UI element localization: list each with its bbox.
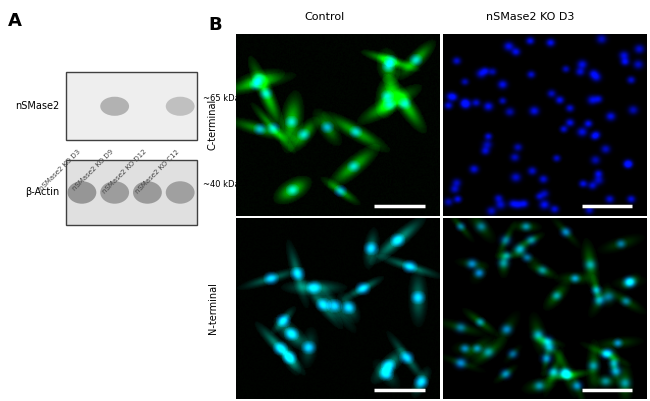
Text: ~40 kDa: ~40 kDa [203, 180, 239, 189]
Text: ~65 kDa: ~65 kDa [203, 94, 239, 103]
Ellipse shape [166, 181, 194, 204]
Bar [66, 72, 196, 140]
Text: nSMase2 KO D12: nSMase2 KO D12 [101, 148, 148, 194]
Text: nSMase2 KO D3: nSMase2 KO D3 [39, 148, 82, 192]
Ellipse shape [100, 181, 129, 204]
Ellipse shape [166, 97, 194, 116]
Text: B: B [208, 16, 222, 34]
Text: A: A [8, 12, 22, 30]
Text: nSMase2 KO D9: nSMase2 KO D9 [72, 148, 114, 192]
Ellipse shape [133, 181, 162, 204]
Ellipse shape [68, 181, 96, 204]
Text: nSMase2: nSMase2 [15, 101, 59, 111]
Text: nSMase2 KO C12: nSMase2 KO C12 [134, 148, 180, 194]
Text: N-terminal: N-terminal [208, 282, 218, 334]
Text: nSMase2 KO D3: nSMase2 KO D3 [486, 12, 574, 22]
Text: C-terminal: C-terminal [208, 99, 218, 150]
Bar [66, 160, 196, 225]
Text: Control: Control [305, 12, 345, 22]
Text: β-Actin: β-Actin [25, 188, 59, 197]
Ellipse shape [100, 97, 129, 116]
